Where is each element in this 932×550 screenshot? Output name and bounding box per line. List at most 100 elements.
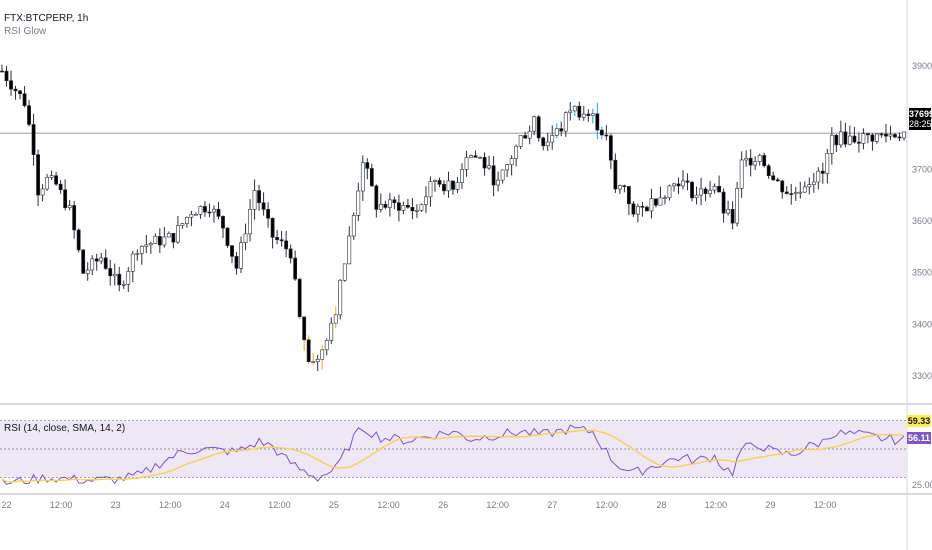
candle-body	[189, 213, 194, 218]
candle-body	[509, 158, 514, 165]
candle-body	[586, 113, 591, 116]
candle-body	[302, 316, 307, 341]
candle-body	[523, 135, 528, 139]
candle-body	[559, 128, 564, 132]
candle-body	[99, 257, 104, 262]
rsi-line	[1, 424, 905, 485]
candle-body	[207, 211, 212, 214]
candle-body	[568, 110, 573, 113]
candle-body	[536, 116, 541, 139]
candle-body	[577, 105, 582, 118]
time-axis-label: 12:00	[50, 500, 73, 510]
candle-body	[829, 134, 834, 154]
candle-body	[266, 209, 270, 219]
candle-body	[117, 273, 122, 286]
candle-body	[275, 237, 280, 240]
candle-body	[13, 88, 18, 92]
price-axis-label: 34000	[912, 319, 932, 329]
candle-body	[708, 189, 712, 194]
candle-body	[112, 273, 117, 277]
candle-body	[875, 133, 879, 142]
candle-body	[843, 131, 848, 145]
candle-body	[338, 279, 343, 316]
time-axis-label: 12:00	[377, 500, 400, 510]
price-pane	[0, 64, 907, 372]
candle-body	[563, 112, 568, 132]
candle-body	[455, 182, 460, 190]
candle-body	[45, 177, 50, 190]
candle-body	[392, 199, 397, 203]
candle-body	[667, 185, 672, 198]
candle-body	[293, 257, 298, 280]
current-price-tag: 37699 28:25	[909, 108, 932, 130]
candle-body	[807, 184, 812, 188]
candle-body	[514, 145, 519, 159]
candle-body	[166, 233, 171, 238]
rsi-axis-label: 25.00	[912, 480, 932, 490]
candle-body	[315, 358, 320, 362]
rsi-ma-tag: 59.33	[907, 415, 931, 427]
candle-body	[793, 192, 798, 195]
candle-body	[496, 179, 501, 186]
candle-body	[762, 155, 767, 167]
time-axis-label: 22	[2, 500, 12, 510]
candle-body	[49, 175, 54, 178]
candle-body	[148, 243, 153, 246]
rsi-pane	[0, 419, 906, 485]
candle-body	[405, 205, 410, 208]
candle-body	[482, 157, 487, 169]
candle-body	[378, 203, 383, 210]
candle-body	[81, 249, 86, 274]
candle-body	[31, 124, 36, 155]
time-axis-label: 25	[329, 500, 339, 510]
candle-body	[216, 208, 221, 217]
candle-body	[58, 183, 63, 191]
candle-body	[672, 183, 676, 187]
candle-body	[27, 105, 31, 125]
candle-body	[396, 202, 401, 211]
candle-body	[735, 188, 740, 224]
time-axis-label: 12:00	[268, 500, 291, 510]
candle-body	[288, 248, 293, 259]
candle-body	[108, 268, 113, 277]
candle-body	[721, 191, 726, 214]
candle-body	[369, 168, 374, 187]
candle-body	[595, 113, 600, 131]
candle-body	[387, 199, 392, 208]
candle-body	[270, 217, 275, 238]
candle-body	[320, 349, 325, 360]
candle-body	[130, 253, 135, 272]
candle-body	[311, 361, 316, 363]
rsi-indicator-label: RSI (14, close, SMA, 14, 2)	[4, 423, 126, 434]
candle-body	[775, 179, 780, 182]
candle-body	[230, 245, 234, 257]
candle-body	[347, 235, 352, 265]
candle-body	[717, 186, 721, 193]
candle-body	[121, 283, 126, 286]
candle-body	[838, 131, 843, 146]
candle-body	[175, 225, 180, 243]
candle-body	[171, 233, 176, 243]
candle-body	[297, 278, 302, 318]
candle-body	[419, 204, 424, 211]
candle-body	[243, 233, 248, 243]
candle-body	[442, 184, 446, 192]
candle-body	[76, 229, 81, 251]
candle-body	[460, 168, 464, 183]
candle-body	[410, 207, 415, 212]
candle-body	[203, 206, 207, 213]
time-axis-label: 29	[765, 500, 775, 510]
candle-body	[360, 162, 365, 192]
candle-body	[811, 181, 816, 185]
candle-body	[847, 135, 852, 145]
candle-body	[879, 133, 884, 136]
time-axis-label: 23	[111, 500, 121, 510]
candle-body	[744, 157, 749, 161]
candle-body	[415, 209, 419, 212]
candle-body	[22, 93, 27, 106]
candle-body	[144, 244, 149, 247]
candle-body	[753, 161, 758, 166]
candle-body	[554, 128, 559, 136]
